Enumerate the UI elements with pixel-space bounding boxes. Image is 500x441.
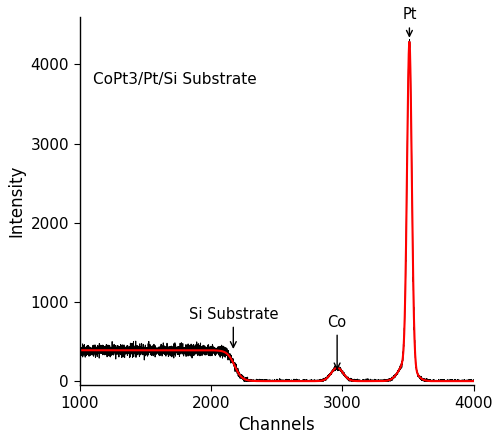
Text: Pt: Pt — [402, 7, 416, 36]
Text: Si Substrate: Si Substrate — [188, 307, 278, 348]
Text: Co: Co — [328, 314, 346, 369]
X-axis label: Channels: Channels — [238, 416, 315, 434]
Y-axis label: Intensity: Intensity — [7, 165, 25, 237]
Text: CoPt3/Pt/Si Substrate: CoPt3/Pt/Si Substrate — [92, 72, 256, 87]
